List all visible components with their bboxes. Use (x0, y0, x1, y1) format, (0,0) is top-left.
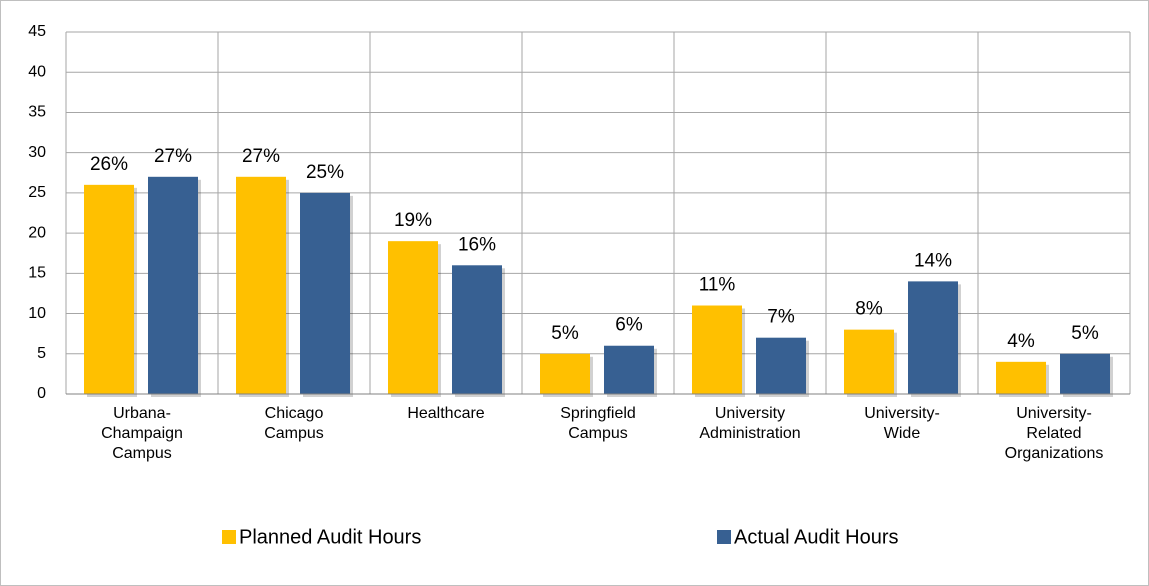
data-label: 4% (1007, 331, 1035, 352)
y-tick-label: 0 (37, 385, 46, 402)
bar (996, 361, 1046, 394)
y-tick-label: 20 (28, 224, 46, 241)
x-tick-label: Healthcare (407, 405, 485, 422)
y-tick-label: 30 (28, 144, 46, 161)
data-label: 25% (306, 162, 344, 183)
y-tick-label: 35 (28, 104, 46, 121)
y-tick-label: 5 (37, 345, 46, 362)
bar (604, 345, 654, 394)
y-tick-label: 10 (28, 305, 46, 322)
data-label: 5% (1071, 323, 1099, 344)
data-label: 27% (154, 146, 192, 167)
bar (540, 353, 590, 394)
bar (388, 241, 438, 394)
bar (148, 176, 198, 394)
x-tick-label: Springfield Campus (560, 405, 636, 442)
y-tick-label: 40 (28, 63, 46, 80)
legend-label: Planned Audit Hours (239, 526, 421, 548)
y-tick-label: 45 (28, 23, 46, 40)
data-label: 6% (615, 315, 643, 336)
bar (236, 176, 286, 394)
bar (1060, 353, 1110, 394)
data-label: 14% (914, 250, 952, 271)
data-label: 19% (394, 210, 432, 231)
bar (300, 192, 350, 394)
category-labels: Urbana-Champaign Campus Chicago Campus Hea… (0, 400, 1149, 478)
data-label: 16% (458, 234, 496, 255)
bar (84, 184, 134, 394)
bar (908, 281, 958, 394)
data-label: 7% (767, 307, 795, 328)
bar (756, 337, 806, 394)
x-tick-label: University-Related Organizations (1004, 405, 1104, 462)
legend-label: Actual Audit Hours (734, 526, 899, 548)
x-tick-label: University Administration (699, 405, 801, 442)
data-label: 26% (90, 154, 128, 175)
data-label: 5% (551, 323, 579, 344)
x-tick-label: Chicago Campus (264, 405, 324, 442)
bar (844, 329, 894, 394)
data-label: 11% (699, 275, 736, 296)
y-tick-label: 15 (28, 265, 46, 282)
bar (692, 305, 742, 394)
x-tick-label: University-Wide (864, 405, 940, 442)
y-tick-label: 25 (28, 184, 46, 201)
bar (452, 265, 502, 394)
data-label: 27% (242, 146, 280, 167)
data-label: 8% (855, 299, 883, 320)
x-tick-label: Urbana-Champaign Campus (101, 405, 183, 462)
legend-swatch (717, 530, 731, 544)
legend-swatch (222, 530, 236, 544)
